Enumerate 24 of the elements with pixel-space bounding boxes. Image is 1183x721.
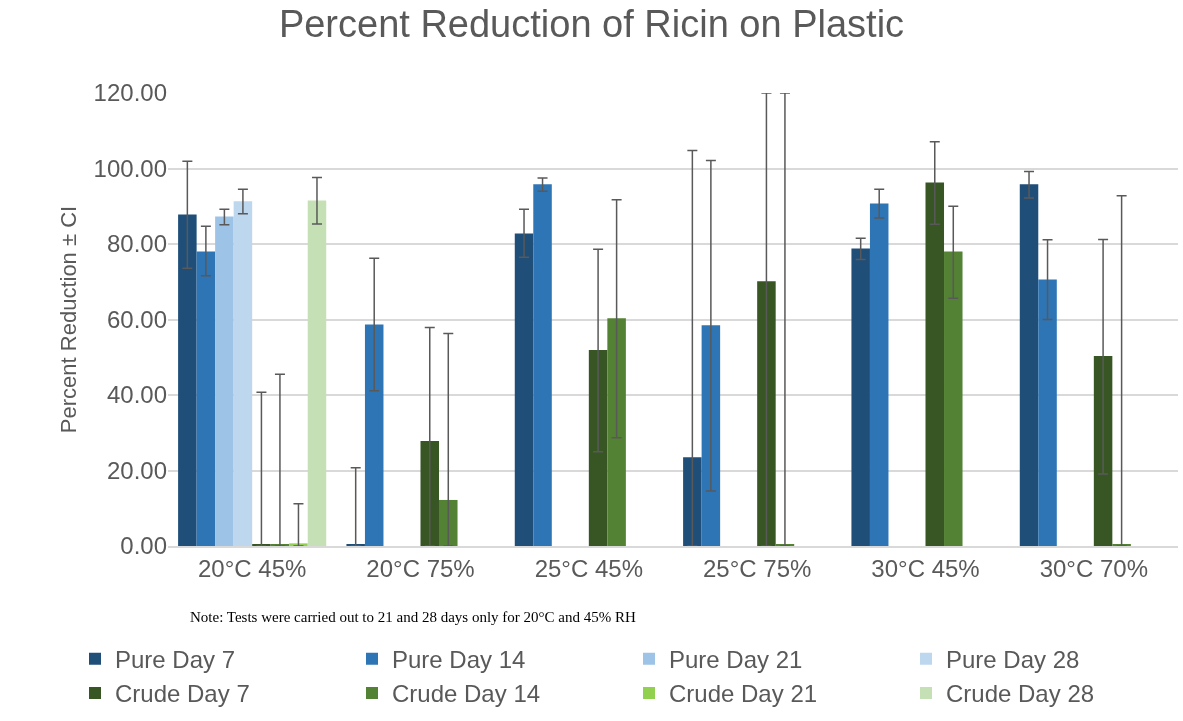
x-tick-label: 25°C 45% xyxy=(534,554,643,582)
y-tick-label: 20.00 xyxy=(106,456,167,484)
y-tick-label: 80.00 xyxy=(106,230,167,258)
x-tick-label: 25°C 75% xyxy=(703,554,812,582)
y-tick-label: 100.00 xyxy=(93,154,167,182)
y-tick-label: 0.00 xyxy=(120,532,167,560)
x-tick-label: 30°C 70% xyxy=(1039,554,1148,582)
legend-label: Pure Day 7 xyxy=(115,646,236,674)
chart-title: Percent Reduction of Ricin on Plastic xyxy=(278,3,905,46)
y-tick-label: 60.00 xyxy=(106,305,167,333)
y-tick-label: 120.00 xyxy=(93,79,167,107)
x-tick-label: 20°C 75% xyxy=(366,554,475,582)
legend-label: Crude Day 21 xyxy=(669,680,818,708)
text: Note: Tests were carried out to 21 and 28 days only for 20°C and 45% RH xyxy=(190,609,636,625)
legend-label: Pure Day 14 xyxy=(392,646,526,674)
x-tick-label: 20°C 45% xyxy=(198,554,307,582)
y-tick-label: 40.00 xyxy=(106,381,167,409)
legend-label: Crude Day 7 xyxy=(115,680,250,708)
legend-label: Crude Day 28 xyxy=(946,680,1095,708)
legend-label: Pure Day 21 xyxy=(669,646,803,674)
y-axis-title: Percent Reduction ± CI xyxy=(56,205,82,434)
x-tick-label: 30°C 45% xyxy=(871,554,980,582)
legend-label: Crude Day 14 xyxy=(392,680,541,708)
legend-label: Pure Day 28 xyxy=(946,646,1080,674)
